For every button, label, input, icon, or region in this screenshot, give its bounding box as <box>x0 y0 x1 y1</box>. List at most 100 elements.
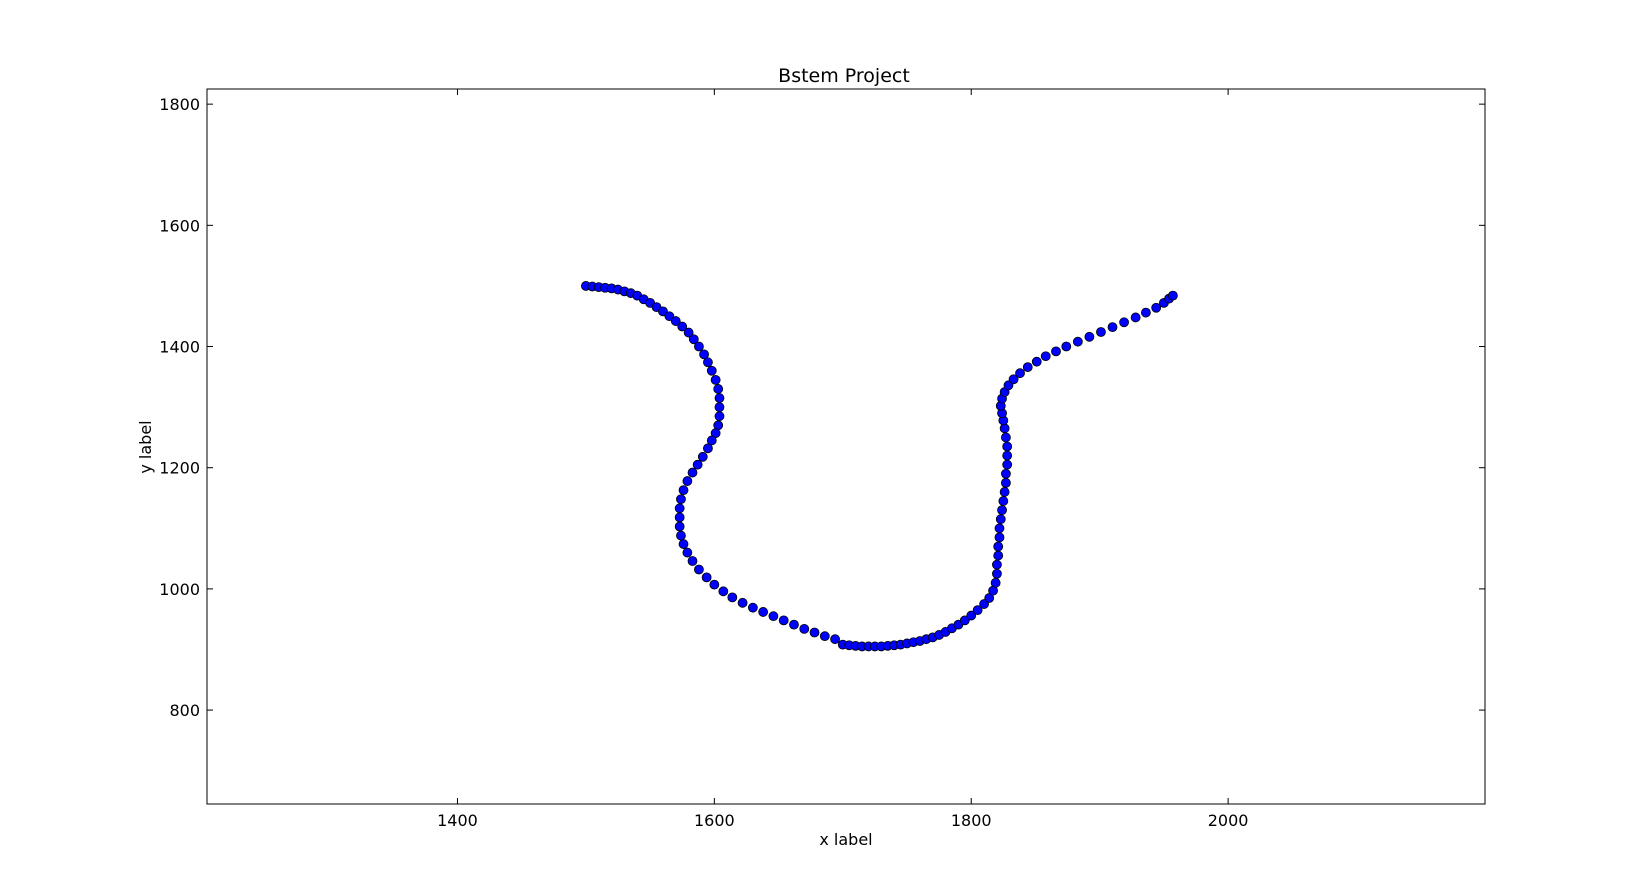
data-point <box>1008 374 1019 385</box>
y-tick-label: 800 <box>169 701 200 720</box>
y-axis-label: y label <box>136 420 155 473</box>
data-point <box>1031 356 1042 367</box>
data-point <box>1130 312 1141 323</box>
data-point <box>830 634 840 645</box>
data-point <box>682 547 693 558</box>
data-point <box>959 615 970 626</box>
data-point <box>682 476 693 486</box>
data-point <box>1040 351 1051 362</box>
x-tick-label: 1600 <box>694 811 735 830</box>
data-point <box>809 627 820 638</box>
data-point <box>674 521 685 532</box>
y-tick-label: 1400 <box>159 338 200 357</box>
data-point <box>658 306 668 317</box>
data-point <box>758 607 769 617</box>
data-point <box>1002 441 1013 452</box>
data-point <box>1002 450 1013 461</box>
data-point <box>789 619 799 630</box>
data-point <box>703 443 713 454</box>
data-point <box>747 602 758 613</box>
plot-area <box>206 88 1486 805</box>
data-point <box>994 532 1005 543</box>
data-point <box>1151 302 1162 313</box>
data-point <box>670 316 681 326</box>
data-point <box>710 374 721 385</box>
data-point <box>687 467 698 478</box>
data-point <box>992 559 1002 570</box>
x-axis: 1400 1600 1800 2000 <box>437 89 1248 830</box>
data-point <box>1096 327 1106 337</box>
data-point <box>999 487 1010 497</box>
data-point <box>699 349 709 360</box>
data-point <box>1167 290 1178 301</box>
data-points <box>581 281 1178 652</box>
x-tick-label: 2000 <box>1208 811 1249 830</box>
data-point <box>676 530 686 541</box>
data-point <box>677 321 688 332</box>
data-point <box>1061 341 1072 352</box>
data-point <box>990 577 1001 588</box>
x-tick-label: 1400 <box>437 811 478 830</box>
data-point <box>999 423 1010 434</box>
y-tick-label: 1600 <box>159 216 200 235</box>
y-tick-label: 1000 <box>159 580 200 599</box>
data-point <box>1119 317 1129 328</box>
data-point <box>703 357 713 368</box>
data-point <box>678 485 689 496</box>
data-point <box>992 568 1002 579</box>
data-point <box>674 503 685 514</box>
data-point <box>664 311 675 322</box>
data-point <box>727 592 738 603</box>
data-point <box>714 411 725 422</box>
data-point <box>993 541 1004 552</box>
y-tick-label: 1200 <box>159 459 200 478</box>
x-axis-label: x label <box>819 830 872 849</box>
data-point <box>1001 432 1011 443</box>
data-point <box>799 623 810 634</box>
y-tick-label: 1800 <box>159 95 200 114</box>
data-point <box>778 615 789 626</box>
data-point <box>768 611 779 622</box>
data-point <box>692 459 703 470</box>
data-point <box>701 572 712 583</box>
data-point <box>694 341 704 352</box>
data-point <box>706 435 717 446</box>
data-point <box>1072 336 1083 347</box>
data-point <box>678 539 689 549</box>
x-tick-label: 1800 <box>951 811 992 830</box>
data-point <box>713 384 724 394</box>
y-axis: 800 1000 1200 1400 1600 1800 <box>159 95 1485 720</box>
data-point <box>995 514 1006 525</box>
data-point <box>1001 477 1011 488</box>
data-point <box>994 523 1005 534</box>
data-point <box>1001 468 1011 479</box>
data-point <box>819 631 830 642</box>
data-point <box>676 494 686 505</box>
data-point <box>714 402 725 413</box>
data-point <box>997 505 1007 516</box>
data-point <box>718 586 729 597</box>
data-point <box>1015 368 1025 379</box>
data-point <box>1002 459 1013 470</box>
data-point <box>714 393 725 403</box>
data-point <box>683 327 694 338</box>
data-point <box>694 564 704 575</box>
data-point <box>688 334 699 345</box>
chart-title: Bstem Project <box>778 65 910 87</box>
data-point <box>674 512 685 523</box>
data-point <box>1084 331 1095 342</box>
data-point <box>1107 322 1118 333</box>
data-point <box>709 579 720 590</box>
data-point <box>1051 346 1061 357</box>
data-point <box>706 365 717 376</box>
data-point <box>972 605 983 615</box>
data-point <box>1022 362 1033 373</box>
data-point <box>1141 307 1151 318</box>
data-point <box>966 610 977 621</box>
data-point <box>697 451 708 462</box>
data-point <box>993 550 1004 561</box>
data-point <box>687 556 698 566</box>
data-point <box>737 597 748 608</box>
